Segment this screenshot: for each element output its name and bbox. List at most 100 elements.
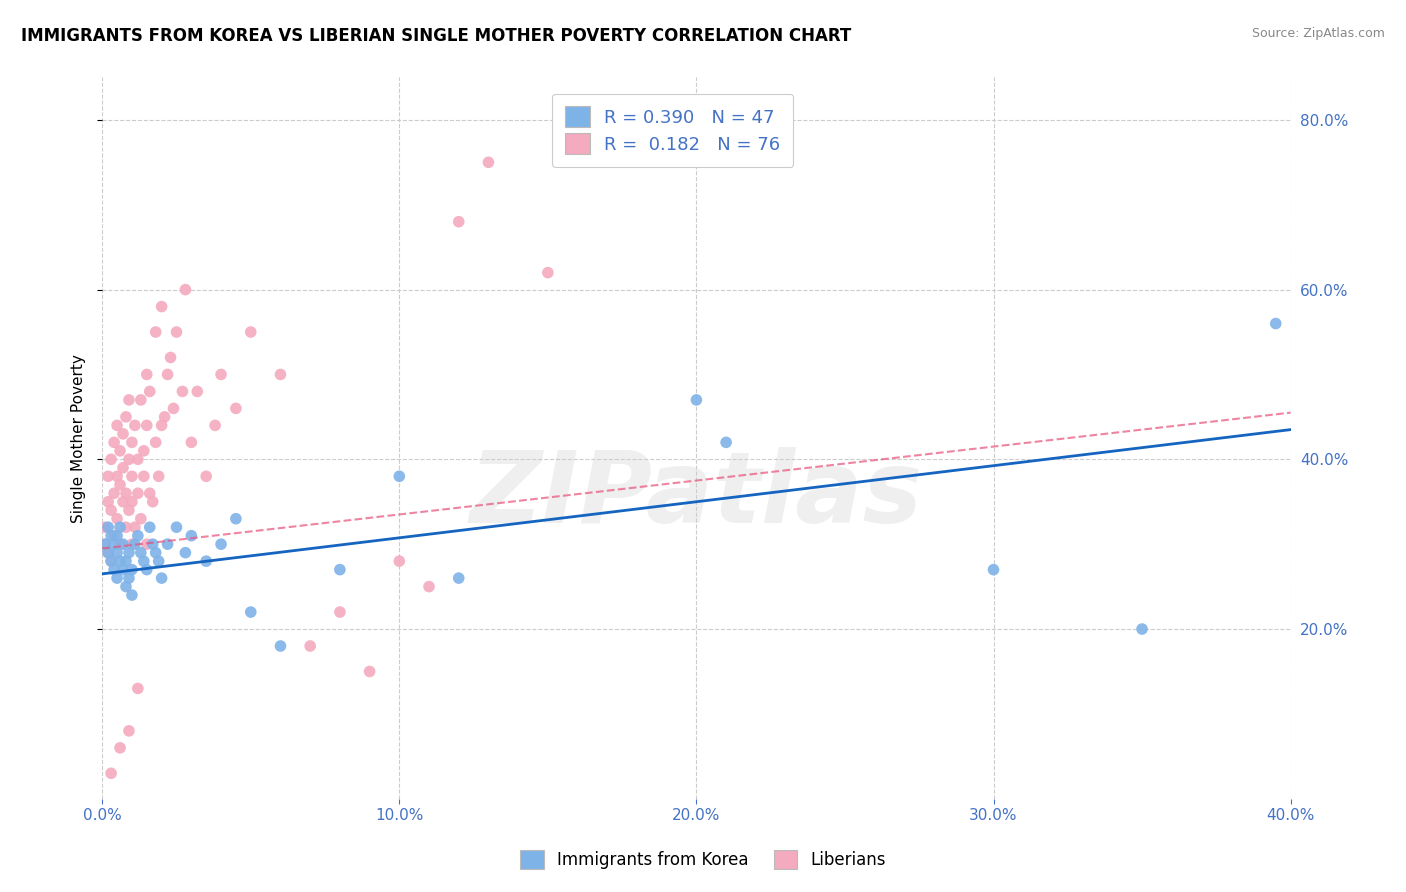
- Point: [100, 766, 122, 780]
- Point: [153, 409, 176, 424]
- Point: [204, 418, 226, 433]
- Point: [100, 529, 122, 543]
- Point: [239, 325, 262, 339]
- Point: [359, 665, 381, 679]
- Point: [477, 155, 499, 169]
- Point: [195, 469, 218, 483]
- Point: [108, 554, 131, 568]
- Point: [118, 503, 141, 517]
- Point: [156, 368, 179, 382]
- Point: [100, 452, 122, 467]
- Point: [132, 443, 155, 458]
- Point: [127, 452, 149, 467]
- Point: [121, 469, 143, 483]
- Text: Source: ZipAtlas.com: Source: ZipAtlas.com: [1251, 27, 1385, 40]
- Point: [150, 418, 173, 433]
- Point: [129, 512, 152, 526]
- Point: [100, 554, 122, 568]
- Point: [145, 546, 167, 560]
- Point: [209, 537, 232, 551]
- Point: [129, 546, 152, 560]
- Point: [127, 486, 149, 500]
- Point: [118, 452, 141, 467]
- Point: [108, 443, 131, 458]
- Point: [156, 537, 179, 551]
- Point: [135, 537, 157, 551]
- Point: [111, 494, 134, 508]
- Point: [118, 571, 141, 585]
- Point: [124, 418, 146, 433]
- Point: [97, 494, 120, 508]
- Legend: Immigrants from Korea, Liberians: Immigrants from Korea, Liberians: [510, 840, 896, 880]
- Point: [269, 368, 291, 382]
- Point: [145, 325, 167, 339]
- Point: [225, 401, 247, 416]
- Point: [142, 494, 165, 508]
- Point: [1130, 622, 1153, 636]
- Point: [111, 563, 134, 577]
- Point: [115, 580, 138, 594]
- Point: [103, 435, 125, 450]
- Point: [97, 469, 120, 483]
- Point: [129, 392, 152, 407]
- Point: [195, 554, 218, 568]
- Point: [103, 563, 125, 577]
- Point: [111, 537, 134, 551]
- Point: [105, 512, 128, 526]
- Point: [329, 563, 352, 577]
- Point: [388, 469, 411, 483]
- Point: [983, 563, 1005, 577]
- Point: [121, 588, 143, 602]
- Point: [135, 368, 157, 382]
- Point: [127, 681, 149, 696]
- Point: [135, 418, 157, 433]
- Point: [105, 571, 128, 585]
- Point: [139, 520, 162, 534]
- Point: [139, 384, 162, 399]
- Text: IMMIGRANTS FROM KOREA VS LIBERIAN SINGLE MOTHER POVERTY CORRELATION CHART: IMMIGRANTS FROM KOREA VS LIBERIAN SINGLE…: [21, 27, 852, 45]
- Point: [209, 368, 232, 382]
- Point: [118, 392, 141, 407]
- Point: [1264, 317, 1286, 331]
- Point: [115, 486, 138, 500]
- Point: [685, 392, 707, 407]
- Point: [180, 435, 202, 450]
- Point: [150, 571, 173, 585]
- Point: [105, 418, 128, 433]
- Point: [388, 554, 411, 568]
- Point: [121, 494, 143, 508]
- Point: [132, 469, 155, 483]
- Point: [145, 435, 167, 450]
- Point: [180, 529, 202, 543]
- Point: [124, 537, 146, 551]
- Point: [121, 435, 143, 450]
- Point: [105, 529, 128, 543]
- Point: [150, 300, 173, 314]
- Point: [94, 537, 117, 551]
- Point: [142, 537, 165, 551]
- Point: [174, 546, 197, 560]
- Point: [162, 401, 184, 416]
- Point: [108, 537, 131, 551]
- Point: [127, 529, 149, 543]
- Point: [118, 723, 141, 738]
- Point: [121, 537, 143, 551]
- Point: [329, 605, 352, 619]
- Point: [103, 537, 125, 551]
- Point: [108, 520, 131, 534]
- Point: [166, 325, 188, 339]
- Point: [100, 554, 122, 568]
- Point: [115, 554, 138, 568]
- Point: [111, 426, 134, 441]
- Point: [94, 520, 117, 534]
- Text: ZIPatlas: ZIPatlas: [470, 447, 922, 544]
- Legend: R = 0.390   N = 47, R =  0.182   N = 76: R = 0.390 N = 47, R = 0.182 N = 76: [553, 94, 793, 167]
- Point: [172, 384, 194, 399]
- Point: [447, 571, 470, 585]
- Point: [97, 546, 120, 560]
- Point: [100, 503, 122, 517]
- Point: [159, 351, 181, 365]
- Point: [714, 435, 737, 450]
- Point: [418, 580, 440, 594]
- Point: [299, 639, 322, 653]
